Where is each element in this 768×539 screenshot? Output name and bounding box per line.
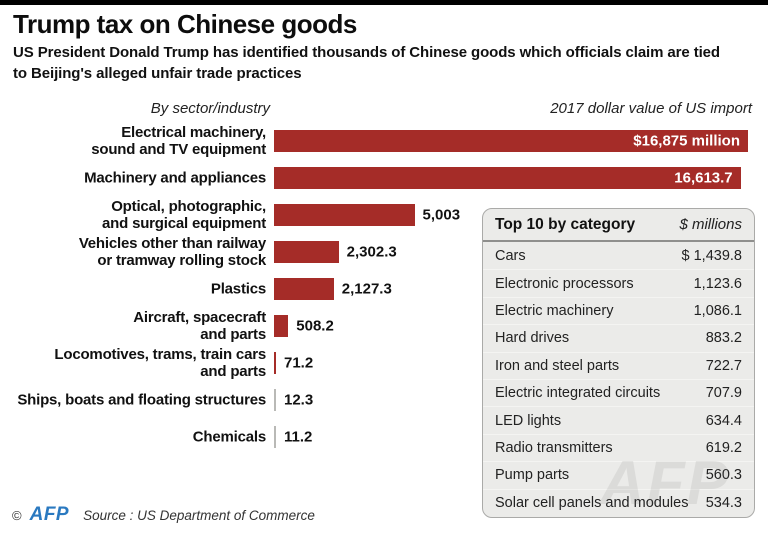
table-row-value: 560.3: [705, 467, 742, 484]
bar-category-label: Optical, photographic, and surgical equi…: [102, 198, 266, 232]
column-header-value: 2017 dollar value of US import: [550, 100, 752, 117]
table-row-value: 634.4: [705, 412, 742, 429]
table-row: Cars $ 1,439.8: [483, 242, 754, 269]
page-title: Trump tax on Chinese goods: [13, 9, 357, 39]
table-row: Electric machinery 1,086.1: [483, 296, 754, 324]
table-row: Iron and steel parts 722.7: [483, 351, 754, 379]
table-row: Pump parts 560.3: [483, 461, 754, 488]
bar: [274, 389, 276, 411]
table-row-name: Iron and steel parts: [495, 357, 620, 374]
table-body: Cars $ 1,439.8 Electronic processors 1,123.…: [483, 242, 754, 516]
bar-category-label: Locomotives, trams, train cars and parts: [54, 346, 266, 380]
top10-table: Top 10 by category $ millions Cars $ 1,43…: [482, 208, 755, 518]
bar: [274, 278, 334, 300]
table-row-value: 883.2: [705, 330, 742, 347]
bar: 16,613.7: [274, 167, 741, 189]
table-row: Radio transmitters 619.2: [483, 433, 754, 461]
table-row-value: 707.9: [705, 385, 742, 402]
bar-value: 508.2: [296, 317, 334, 335]
table-row: Hard drives 883.2: [483, 324, 754, 351]
bar-category-label: Machinery and appliances: [84, 169, 266, 187]
table-row-value: 1,086.1: [693, 302, 742, 319]
footer: © AFP Source : US Department of Commerce: [12, 504, 315, 526]
bar: [274, 315, 289, 337]
table-row: LED lights 634.4: [483, 406, 754, 433]
table-row-value: 1,123.6: [693, 275, 742, 292]
column-header-sector: By sector/industry: [150, 100, 270, 117]
table-title: Top 10 by category: [495, 215, 636, 233]
bar: [274, 241, 339, 263]
source-text: Source : US Department of Commerce: [83, 507, 315, 523]
table-header: Top 10 by category $ millions: [483, 209, 754, 242]
bar-value: 11.2: [284, 428, 313, 446]
bar-value: 2,302.3: [346, 243, 397, 261]
bar: [274, 352, 276, 374]
table-row-name: Electronic processors: [495, 275, 634, 292]
bar: [274, 426, 276, 448]
table-row-value: 534.3: [705, 494, 742, 511]
table-row-name: Pump parts: [495, 467, 570, 484]
bar: $16,875 million: [274, 130, 748, 152]
subtitle: US President Donald Trump has identified…: [13, 44, 720, 82]
table-row: Electric integrated circuits 707.9: [483, 378, 754, 406]
table-row-name: Solar cell panels and modules: [495, 494, 689, 511]
table-row-name: LED lights: [495, 412, 562, 429]
bar-value: 2,127.3: [341, 280, 392, 298]
table-row-name: Electric machinery: [495, 302, 614, 319]
bar-value: 12.3: [284, 391, 314, 409]
bar-value: $16,875 million: [633, 132, 740, 150]
bar-category-label: Aircraft, spacecraft and parts: [133, 309, 266, 343]
bar-category-label: Electrical machinery, sound and TV equip…: [91, 124, 266, 158]
table-row-name: Electric integrated circuits: [495, 385, 661, 402]
table-unit-label: $ millions: [679, 216, 742, 233]
table-row: Electronic processors 1,123.6: [483, 269, 754, 296]
table-row-name: Hard drives: [495, 330, 570, 347]
bar-value: 16,613.7: [674, 169, 733, 187]
bar: [274, 204, 415, 226]
bar-value: 5,003: [422, 206, 461, 224]
copyright-icon: ©: [12, 507, 22, 523]
table-row-value: 619.2: [705, 439, 742, 456]
table-row-value: 722.7: [705, 357, 742, 374]
bar-category-label: Ships, boats and floating structures: [17, 391, 266, 409]
bar-value: 71.2: [284, 354, 314, 372]
bar-category-label: Vehicles other than railway or tramway r…: [78, 235, 266, 269]
afp-logo: AFP: [29, 504, 70, 525]
table-row: Solar cell panels and modules 534.3: [483, 488, 754, 516]
bar-category-label: Chemicals: [192, 428, 266, 446]
top-border: [0, 0, 768, 5]
table-row-value: $ 1,439.8: [681, 247, 742, 264]
table-row-name: Cars: [495, 247, 526, 264]
bar-category-label: Plastics: [210, 280, 266, 298]
table-row-name: Radio transmitters: [495, 439, 613, 456]
